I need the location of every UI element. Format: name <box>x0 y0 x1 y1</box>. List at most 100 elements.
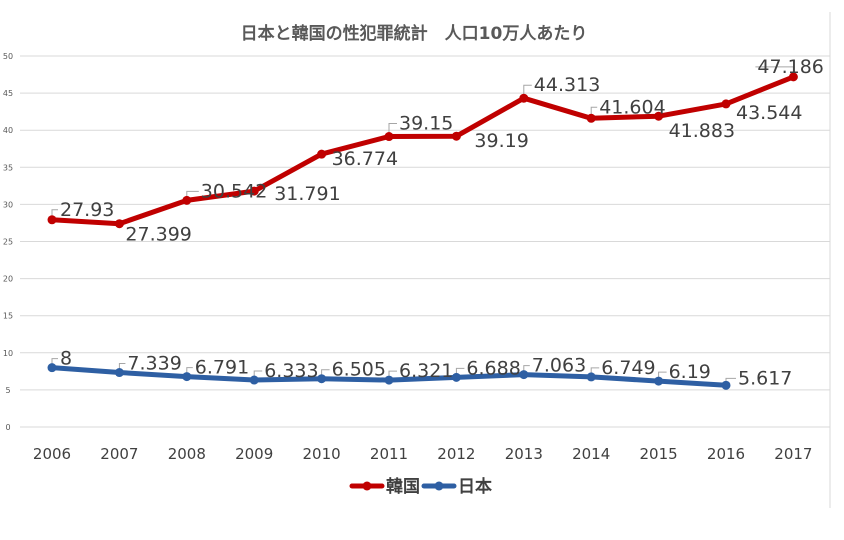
x-tick-label: 2006 <box>33 445 71 463</box>
data-label: 31.791 <box>274 183 340 205</box>
x-tick-label: 2008 <box>168 445 206 463</box>
data-label: 41.604 <box>599 96 665 118</box>
label-leader <box>755 66 794 73</box>
data-point <box>114 219 124 229</box>
data-point <box>519 93 529 103</box>
legend-label: 日本 <box>458 476 492 497</box>
data-label: 5.617 <box>738 367 792 389</box>
data-label: 7.063 <box>532 355 586 377</box>
x-tick-label: 2011 <box>370 445 408 463</box>
label-leader <box>51 209 58 216</box>
data-point <box>451 131 461 141</box>
data-label: 30.542 <box>201 180 267 202</box>
label-leader <box>523 84 532 95</box>
data-label: 39.15 <box>399 113 453 135</box>
x-tick-label: 2016 <box>707 445 745 463</box>
data-label: 6.333 <box>264 360 318 382</box>
data-point <box>317 374 327 384</box>
x-tick-label: 2012 <box>437 445 475 463</box>
data-point <box>384 375 394 385</box>
data-label: 6.321 <box>399 360 453 382</box>
y-tick-label: 0 <box>5 423 10 432</box>
label-leader <box>186 190 199 197</box>
y-tick-label: 20 <box>3 275 13 284</box>
gridlines <box>20 55 830 428</box>
label-leader <box>253 370 263 377</box>
data-label: 44.313 <box>534 74 600 96</box>
data-point <box>182 195 192 205</box>
label-leader <box>523 365 530 371</box>
legend-label: 韓国 <box>386 476 420 497</box>
x-tick-label: 2015 <box>640 445 678 463</box>
x-tick-label: 2007 <box>100 445 138 463</box>
x-tick-label: 2014 <box>572 445 610 463</box>
y-tick-label: 10 <box>3 349 13 358</box>
data-point <box>721 99 731 109</box>
y-tick-label: 40 <box>3 126 13 135</box>
data-label: 8 <box>60 348 72 370</box>
label-leader <box>455 367 465 374</box>
x-tick-label: 2010 <box>303 445 341 463</box>
label-leader <box>186 367 193 373</box>
data-point <box>788 72 798 82</box>
y-tick-label: 30 <box>3 200 13 209</box>
legend-swatch-marker <box>362 481 372 491</box>
data-point <box>114 368 124 378</box>
data-point <box>249 186 259 196</box>
label-leader-lines <box>51 66 794 382</box>
data-label: 6.688 <box>466 357 520 379</box>
legend: 韓国 日本 <box>349 476 492 497</box>
y-tick-label: 45 <box>3 89 13 98</box>
data-label: 47.186 <box>757 56 823 78</box>
label-leader <box>388 123 397 133</box>
data-label: 6.791 <box>195 357 249 379</box>
y-tick-label: 50 <box>3 52 13 61</box>
label-leader <box>590 367 600 373</box>
data-point <box>317 149 327 159</box>
label-leader <box>388 370 397 377</box>
data-label: 41.883 <box>669 120 735 142</box>
data-label: 36.774 <box>332 148 398 170</box>
legend-swatch-marker <box>434 481 444 491</box>
label-leader <box>725 377 736 382</box>
data-point <box>451 372 461 382</box>
data-label: 43.544 <box>736 102 802 124</box>
chart-title: 日本と韓国の性犯罪統計 人口10万人あたり <box>241 23 588 44</box>
data-label: 6.749 <box>601 357 655 379</box>
label-leader <box>590 106 598 115</box>
data-label: 6.19 <box>669 361 711 383</box>
data-label: 39.19 <box>474 130 528 152</box>
series-line <box>49 74 796 227</box>
label-leader <box>118 363 126 369</box>
data-point <box>519 370 529 380</box>
y-tick-label: 15 <box>3 312 13 321</box>
data-label: 7.339 <box>127 353 181 375</box>
data-point <box>47 363 57 373</box>
data-point <box>249 375 259 385</box>
y-tick-label: 35 <box>3 163 13 172</box>
data-point <box>586 372 596 382</box>
y-tick-label: 25 <box>3 238 13 247</box>
label-leader <box>658 371 667 378</box>
x-tick-label: 2009 <box>235 445 273 463</box>
data-point <box>182 372 192 382</box>
x-axis-ticks: 2006 2007 2008 2009 2010 2011 2012 2013 2014 2015… <box>33 445 813 463</box>
data-label: 6.505 <box>332 359 386 381</box>
data-label: 27.93 <box>60 199 114 221</box>
data-point <box>654 111 664 121</box>
data-point <box>384 132 394 142</box>
y-tick-label: 5 <box>5 386 10 395</box>
x-tick-label: 2013 <box>505 445 543 463</box>
data-point <box>47 215 57 225</box>
data-point <box>586 113 596 123</box>
series-layer <box>47 72 798 390</box>
data-point <box>654 376 664 386</box>
label-leader <box>51 358 58 364</box>
label-leader <box>321 369 330 375</box>
y-axis-ticks: 0 5 10 15 20 25 30 35 40 45 50 <box>3 52 13 432</box>
x-tick-label: 2017 <box>774 445 812 463</box>
data-point <box>721 380 731 390</box>
